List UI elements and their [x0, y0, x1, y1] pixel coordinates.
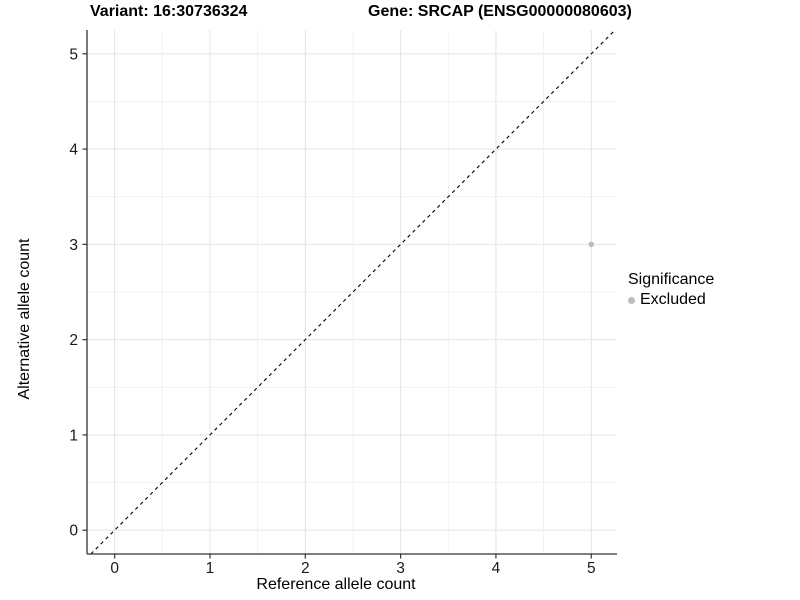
data-points: [588, 241, 595, 248]
y-axis-title: Alternative allele count: [16, 238, 33, 400]
x-tick-label: 0: [110, 560, 119, 577]
y-tick-label: 1: [69, 427, 78, 444]
x-tick-label: 5: [587, 560, 596, 577]
y-tick-label: 0: [69, 523, 78, 540]
legend-title: Significance: [628, 271, 715, 288]
legend-item-excluded: Excluded: [628, 291, 714, 309]
x-tick-label: 1: [206, 560, 215, 577]
identity-line: [90, 29, 616, 555]
tick-labels: 0 1 2 3 4 5 0 1 2 3 4 5: [69, 46, 595, 577]
y-tick-label: 3: [69, 237, 78, 254]
x-tick-label: 3: [396, 560, 405, 577]
gene-title: Gene: SRCAP (ENSG00000080603): [368, 3, 632, 20]
scatter-point: [588, 241, 595, 248]
y-tick-label: 5: [69, 46, 78, 63]
axis-ticks: [82, 53, 592, 559]
grid-minor: [87, 30, 617, 554]
legend-item-label: Excluded: [640, 291, 706, 308]
excluded-point-icon: [628, 296, 635, 304]
y-tick-label: 4: [69, 142, 78, 159]
variant-title: Variant: 16:30736324: [90, 3, 248, 20]
legend: Significance Excluded: [628, 271, 714, 309]
x-axis-title: Reference allele count: [256, 576, 416, 593]
identity-dashed-line: [90, 29, 616, 555]
x-tick-label: 2: [301, 560, 310, 577]
axis-lines: [86, 30, 617, 555]
grid-major: [87, 30, 617, 554]
x-tick-label: 4: [492, 560, 501, 577]
y-tick-label: 2: [69, 332, 78, 349]
